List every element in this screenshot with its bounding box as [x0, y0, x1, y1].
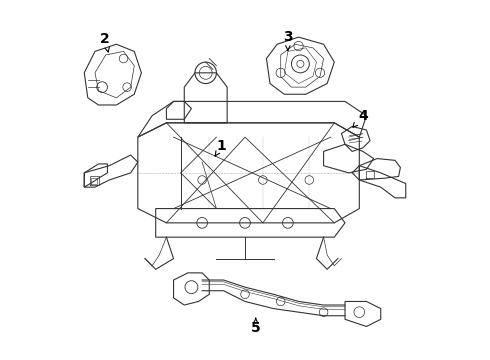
Text: 3: 3	[283, 30, 293, 50]
Text: 4: 4	[353, 109, 368, 127]
Text: 5: 5	[251, 318, 261, 335]
Text: 2: 2	[100, 32, 110, 52]
Text: 1: 1	[215, 139, 227, 156]
